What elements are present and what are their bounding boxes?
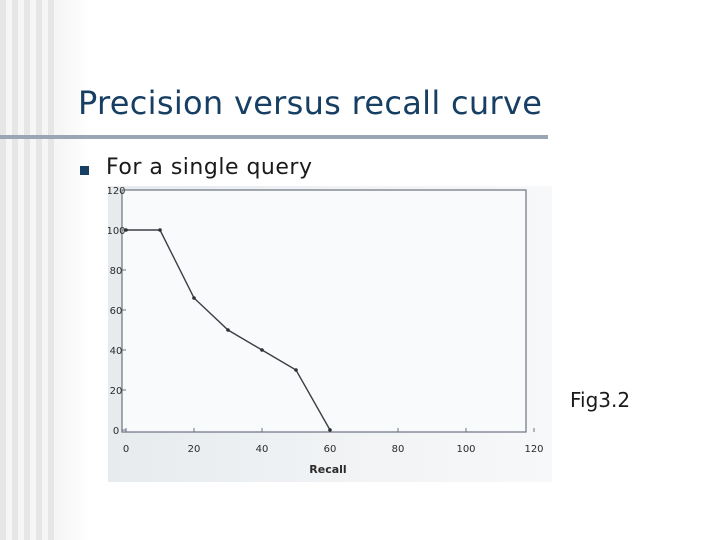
data-point bbox=[158, 228, 162, 232]
data-point bbox=[226, 328, 230, 332]
title-underline bbox=[0, 135, 548, 139]
data-point bbox=[192, 296, 196, 300]
data-point bbox=[294, 368, 298, 372]
x-axis-label: Recall bbox=[309, 463, 346, 476]
data-point bbox=[260, 348, 264, 352]
plot-area bbox=[121, 189, 527, 433]
x-tick-label: 60 bbox=[324, 444, 337, 455]
y-tick-label: 40 bbox=[110, 346, 123, 357]
y-tick-label: 20 bbox=[110, 386, 123, 397]
x-tick-label: 120 bbox=[524, 444, 543, 455]
background-stripes-fade bbox=[60, 0, 90, 540]
x-tick-label: 0 bbox=[123, 444, 129, 455]
y-tick-label: 120 bbox=[108, 186, 126, 197]
slide-title: Precision versus recall curve bbox=[78, 84, 543, 122]
x-tick-label: 40 bbox=[256, 444, 269, 455]
bullet-text: For a single query bbox=[106, 155, 313, 180]
y-tick-label: 60 bbox=[110, 306, 123, 317]
background-stripes bbox=[0, 0, 60, 540]
x-tick-label: 80 bbox=[392, 444, 405, 455]
chart-container: 0 20 40 60 80 100 120 0 20 40 60 80 100 120 Recall bbox=[106, 186, 552, 482]
y-tick-label: 0 bbox=[113, 426, 119, 437]
data-point bbox=[328, 428, 332, 432]
y-tick-label: 100 bbox=[108, 226, 126, 237]
x-tick-label: 100 bbox=[456, 444, 475, 455]
x-tick-label: 20 bbox=[188, 444, 201, 455]
precision-recall-chart: 0 20 40 60 80 100 120 0 20 40 60 80 100 120 Recall bbox=[106, 186, 552, 482]
y-tick-label: 80 bbox=[110, 266, 123, 277]
data-point bbox=[124, 228, 128, 232]
figure-label: Fig3.2 bbox=[570, 388, 631, 412]
bullet-square-icon bbox=[80, 166, 89, 175]
